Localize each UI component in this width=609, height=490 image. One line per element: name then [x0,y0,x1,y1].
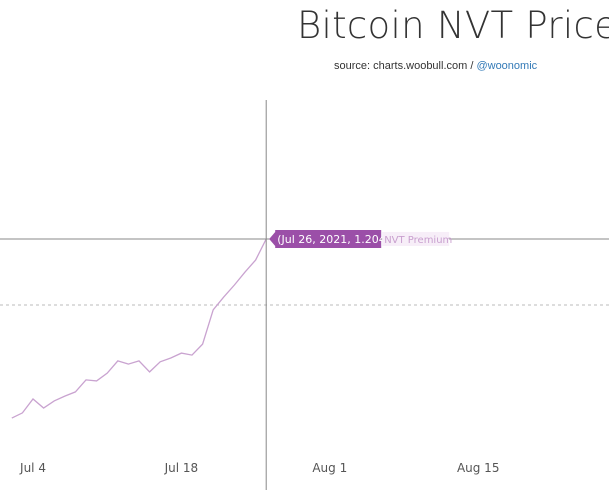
series-label-bg [382,231,450,246]
series-label: NVT Premium [384,235,452,246]
x-tick-label: Jul 18 [164,461,199,475]
series-line-nvt-premium [11,238,267,419]
twitter-handle-link[interactable]: @woonomic [476,60,538,72]
x-tick-label: Jul 4 [19,461,46,475]
chart-title: Bitcoin NVT Price [297,4,609,47]
tooltip-text: (Jul 26, 2021, 1.20444) [277,233,404,246]
x-tick-label: Aug 1 [312,461,347,475]
source-text: source: charts.woobull.com / [334,60,477,72]
x-tick-label: Aug 15 [457,461,500,475]
tooltip-box [269,229,382,248]
source-line: source: charts.woobull.com / @woonomic [334,60,537,72]
